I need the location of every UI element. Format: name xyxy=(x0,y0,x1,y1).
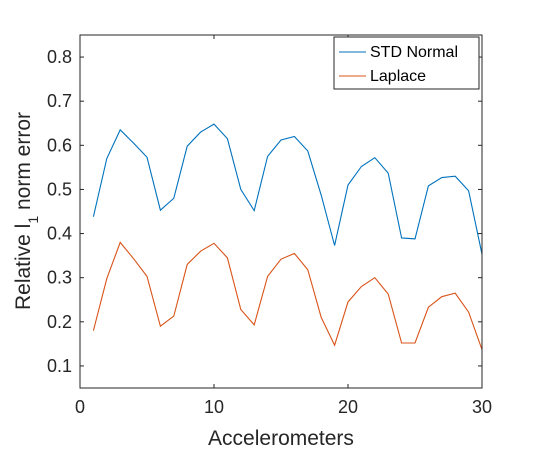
y-tick-label: 0.4 xyxy=(47,224,72,244)
x-tick-label: 30 xyxy=(472,397,492,417)
legend-box xyxy=(333,36,480,90)
y-axis-label-subscript: 1 xyxy=(25,216,41,224)
series-lines xyxy=(92,123,483,350)
y-tick-label: 0.5 xyxy=(47,179,72,199)
legend-label-std-normal: STD Normal xyxy=(370,44,458,61)
series-line-std-normal xyxy=(92,123,483,255)
x-axis-label: Accelerometers xyxy=(208,427,354,450)
x-ticks: 0 10 20 30 xyxy=(75,35,492,417)
x-tick-label: 10 xyxy=(204,397,224,417)
x-tick-label: 0 xyxy=(75,397,85,417)
y-tick-label: 0.6 xyxy=(47,135,72,155)
y-tick-label: 0.2 xyxy=(47,312,72,332)
legend: STD Normal Laplace xyxy=(333,36,480,90)
axes xyxy=(79,34,483,389)
series-line-laplace xyxy=(92,241,483,350)
axes-box xyxy=(79,34,483,389)
x-tick-label: 20 xyxy=(338,397,358,417)
y-tick-label: 0.7 xyxy=(47,91,72,111)
y-tick-label: 0.8 xyxy=(47,47,72,67)
y-tick-label: 0.1 xyxy=(47,356,72,376)
y-axis-label: Relative l1 norm error xyxy=(12,112,41,310)
legend-label-laplace: Laplace xyxy=(370,68,426,85)
y-tick-label: 0.3 xyxy=(47,268,72,288)
plot-area xyxy=(80,35,482,388)
y-ticks: 0.1 0.2 0.3 0.4 0.5 0.6 0.7 0.8 xyxy=(47,47,482,376)
